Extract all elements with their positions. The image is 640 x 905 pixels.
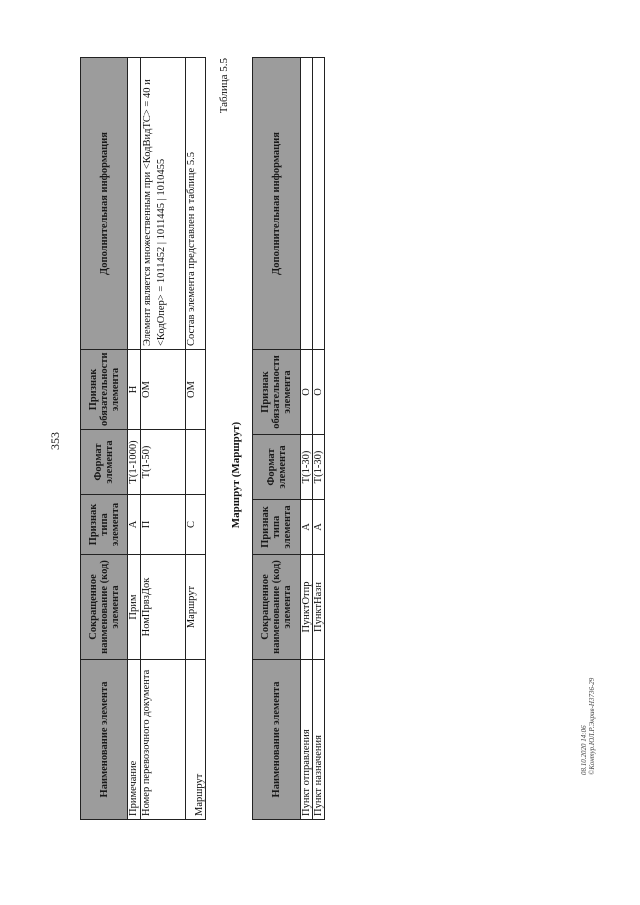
cell: Номер перевозочного документа	[140, 659, 186, 820]
cell: НомПрвзДок	[140, 554, 186, 660]
header-cell: Дополнительная информация	[252, 57, 301, 350]
cell: А	[127, 494, 141, 555]
footer-stamp: 08.10.2020 14:06 ©Контур.ЮЛ.Р.Экрив-Н373…	[580, 678, 596, 775]
cell: П	[140, 494, 186, 555]
cell: Т(1-50)	[140, 429, 186, 495]
cell: ОМ	[185, 349, 206, 430]
header-cell: Формат элемента	[252, 434, 301, 500]
table-header-row: Наименование элемента Сокращенное наимен…	[252, 57, 301, 820]
cell: ОМ	[140, 349, 186, 430]
cell: Прим	[127, 554, 141, 660]
header-cell: Наименование элемента	[80, 659, 128, 820]
cell: О	[312, 349, 325, 435]
header-cell: Сокращенное наименование (код) элемента	[252, 554, 301, 660]
cell	[312, 57, 325, 350]
cell: Состав элемента представлен в таблице 5.…	[185, 57, 206, 350]
cell	[300, 57, 313, 350]
table-row: Пункт назначения ПунктНазн А Т(1-30) О	[312, 57, 325, 820]
table-row: Пункт отправления ПунктОтпр А Т(1-30) О	[300, 57, 313, 820]
header-cell: Наименование элемента	[252, 659, 301, 820]
footer-source: ©Контур.ЮЛ.Р.Экрив-Н3736-29	[588, 677, 596, 775]
cell: Элемент является множественным при <КодВ…	[140, 57, 186, 350]
page-number: 353	[48, 432, 62, 450]
header-cell: Формат элемента	[80, 429, 128, 495]
table-row: Маршрут Маршрут С ОМ Состав элемента пре…	[185, 57, 206, 820]
header-cell: Признак типа элемента	[252, 499, 301, 555]
table-row: Номер перевозочного документа НомПрвзДок…	[140, 57, 186, 820]
cell	[185, 429, 206, 495]
elements-table: Наименование элемента Сокращенное наимен…	[80, 57, 206, 820]
cell: А	[312, 499, 325, 555]
cell: Т(1-30)	[300, 434, 313, 500]
cell: Примечание	[127, 659, 141, 820]
cell: Маршрут	[185, 659, 206, 820]
header-cell: Сокращенное наименование (код) элемента	[80, 554, 128, 660]
table-header-row: Наименование элемента Сокращенное наимен…	[80, 57, 128, 820]
cell: Н	[127, 349, 141, 430]
header-cell: Признак обязательности элемента	[252, 349, 301, 435]
route-table: Наименование элемента Сокращенное наимен…	[252, 57, 325, 820]
cell: Т(1-30)	[312, 434, 325, 500]
header-cell: Дополнительная информация	[80, 57, 128, 350]
header-cell: Признак типа элемента	[80, 494, 128, 555]
header-cell: Признак обязательности элемента	[80, 349, 128, 430]
cell: А	[300, 499, 313, 555]
cell: О	[300, 349, 313, 435]
table-row: Примечание Прим А Т(1-1000) Н	[127, 57, 141, 820]
cell: ПунктНазн	[312, 554, 325, 660]
cell: Маршрут	[185, 554, 206, 660]
cell: Пункт назначения	[312, 659, 325, 820]
cell: Т(1-1000)	[127, 429, 141, 495]
cell: ПунктОтпр	[300, 554, 313, 660]
cell: Пункт отправления	[300, 659, 313, 820]
cell	[127, 57, 141, 350]
table-caption: Таблица 5.5	[218, 58, 230, 114]
cell: С	[185, 494, 206, 555]
table-title: Маршрут (Маршрут)	[230, 421, 242, 529]
footer-date: 08.10.2020 14:06	[580, 725, 588, 775]
